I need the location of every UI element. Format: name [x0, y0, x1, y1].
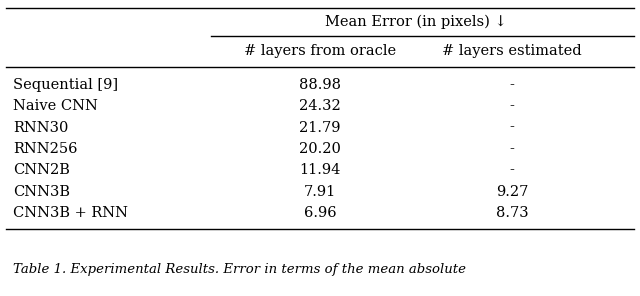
- Text: 21.79: 21.79: [300, 120, 340, 135]
- Text: -: -: [509, 120, 515, 135]
- Text: RNN30: RNN30: [13, 120, 68, 135]
- Text: Table 1. Experimental Results. Error in terms of the mean absolute: Table 1. Experimental Results. Error in …: [13, 263, 466, 276]
- Text: # layers estimated: # layers estimated: [442, 44, 582, 58]
- Text: -: -: [509, 78, 515, 92]
- Text: -: -: [509, 99, 515, 113]
- Text: CNN3B: CNN3B: [13, 184, 70, 199]
- Text: Sequential [9]: Sequential [9]: [13, 78, 118, 92]
- Text: 11.94: 11.94: [300, 163, 340, 177]
- Text: 20.20: 20.20: [299, 142, 341, 156]
- Text: -: -: [509, 142, 515, 156]
- Text: 8.73: 8.73: [496, 206, 528, 220]
- Text: RNN256: RNN256: [13, 142, 77, 156]
- Text: Mean Error (in pixels) ↓: Mean Error (in pixels) ↓: [325, 15, 507, 29]
- Text: 88.98: 88.98: [299, 78, 341, 92]
- Text: 7.91: 7.91: [304, 184, 336, 199]
- Text: 9.27: 9.27: [496, 184, 528, 199]
- Text: # layers from oracle: # layers from oracle: [244, 44, 396, 58]
- Text: CNN3B + RNN: CNN3B + RNN: [13, 206, 128, 220]
- Text: CNN2B: CNN2B: [13, 163, 70, 177]
- Text: 24.32: 24.32: [299, 99, 341, 113]
- Text: Naive CNN: Naive CNN: [13, 99, 98, 113]
- Text: -: -: [509, 163, 515, 177]
- Text: 6.96: 6.96: [304, 206, 336, 220]
